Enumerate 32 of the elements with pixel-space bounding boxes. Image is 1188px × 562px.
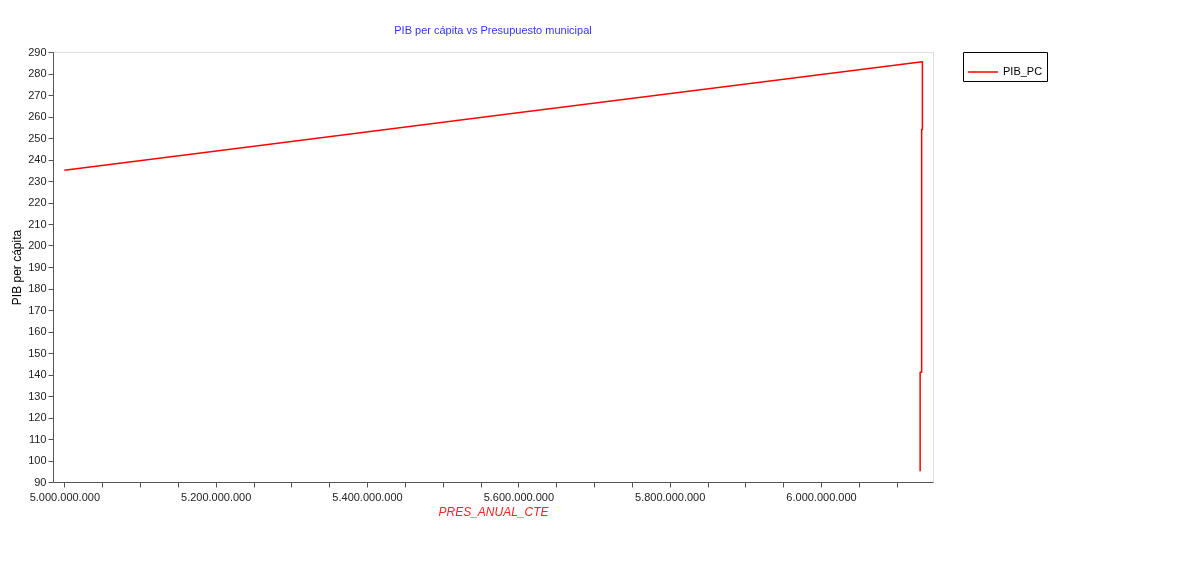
y-tick-label: 190 [28,260,47,273]
x-tick-label: 5.600.000.000 [483,490,555,503]
chart-title: PIB per cápita vs Presupuesto municipal [394,24,592,36]
y-tick-label: 250 [28,131,47,144]
y-tick-label: 280 [28,67,47,79]
y-tick-label: 290 [28,45,47,58]
y-axis-title: PIB per cápita [10,229,25,306]
y-tick-label: 170 [28,303,47,316]
y-tick-label: 220 [28,196,47,208]
y-tick-label: 120 [28,411,47,423]
y-tick-label: 150 [28,346,47,359]
y-tick-label: 180 [28,282,47,294]
y-tick-label: 260 [28,110,47,122]
y-tick-label: 210 [28,217,47,230]
y-tick-label: 230 [28,174,47,187]
y-tick-label: 160 [28,325,47,337]
line-series [63,60,924,472]
y-tick-label: 270 [28,88,47,101]
y-tick-label: 140 [28,368,47,380]
x-tick-label: 5.400.000.000 [332,490,403,503]
x-tick-label: 5.800.000.000 [635,490,706,503]
x-tick-label: 5.200.000.000 [181,490,252,503]
x-axis-title: PRES_ANUAL_CTE [438,504,550,519]
y-tick-label: 90 [34,475,47,488]
y-tick-label: 110 [28,432,47,445]
y-tick-label: 240 [28,153,47,165]
legend-label: PIB_PC [1003,65,1043,77]
x-tick-label: 5.000.000.000 [29,490,101,503]
y-tick-label: 100 [28,454,47,466]
y-tick-label: 130 [28,389,47,402]
y-tick-label: 200 [28,239,47,251]
x-tick-label: 6.000.000.000 [786,490,857,503]
